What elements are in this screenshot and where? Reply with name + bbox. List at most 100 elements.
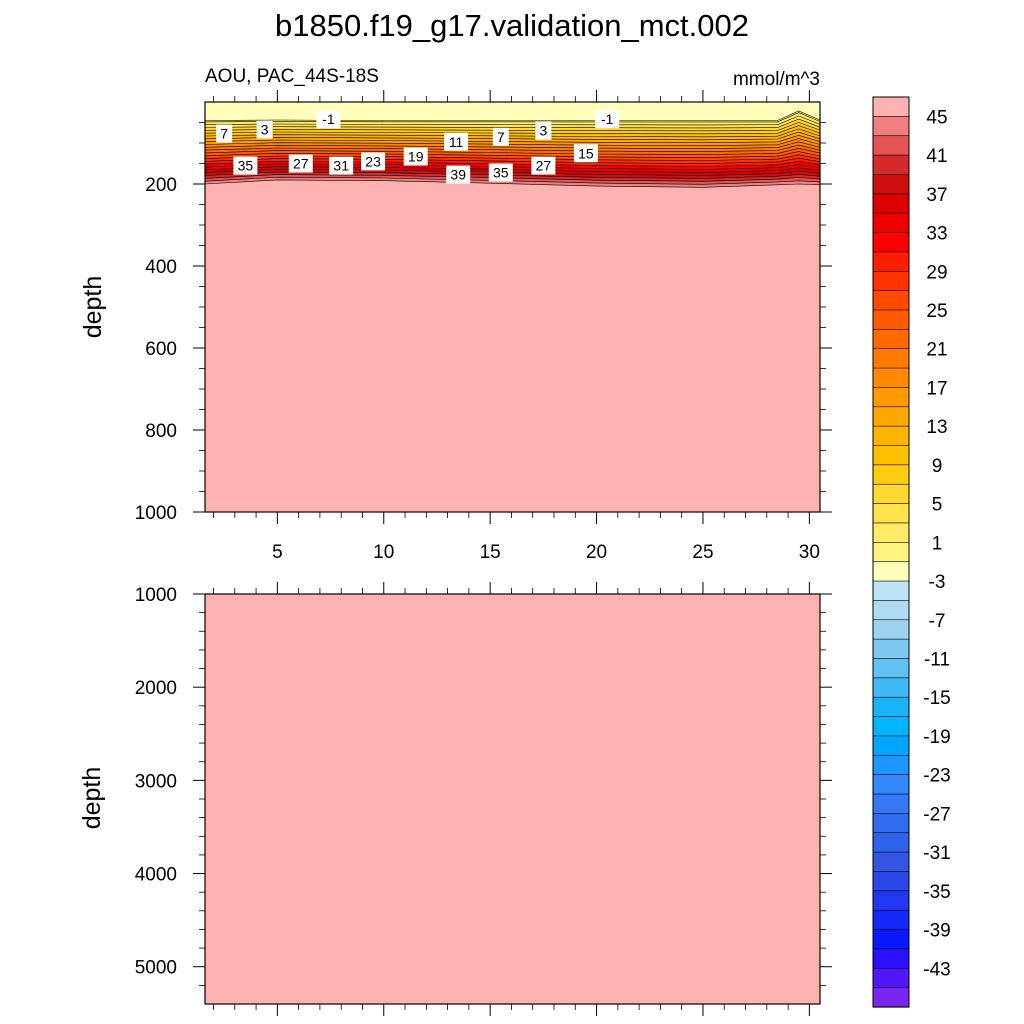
colorbar-swatch [872,561,910,582]
lower-panel: 1000 2000 3000 4000 5000 depth [78,582,832,1016]
colorbar-swatch [872,387,910,408]
contour-line [204,134,821,144]
x-tick-label: 25 [692,542,713,563]
contour-band [205,177,820,188]
contour-line [204,128,821,138]
colorbar-swatch [872,677,910,698]
upper-panel: AOU, PAC_44S-18S mmol/m^3 7 3-135 27 31 23 19… [79,66,832,563]
colorbar-swatch [872,967,910,989]
contour-band [205,138,820,149]
colorbar-frame [872,96,910,1008]
colorbar-tick-label: -19 [923,727,950,748]
contour-band [205,158,820,167]
contour-label: 31 [333,158,349,174]
lower-axis-ticks: 1000 2000 3000 4000 5000 [135,582,832,1016]
colorbar-tick-label: 45 [926,107,947,128]
lower-y-axis-label: depth [78,767,106,830]
colorbar: 45 41 37 33 29 25 21 17 13 9 5 1 -3 -7 -11 -15 -19 -23 -27… [872,96,951,1008]
contour-label: 27 [293,156,309,172]
colorbar-swatch [872,929,910,950]
contour-line [204,176,821,185]
colorbar-tick-label: -23 [923,766,950,787]
colorbar-swatch [872,503,910,524]
colorbar-swatch [872,754,910,776]
colorbar-swatch [872,193,910,214]
colorbar-swatch [872,696,910,718]
colorbar-swatch [872,580,910,601]
contour-band [205,135,820,146]
colorbar-swatch [872,948,910,969]
figure-title: b1850.f19_g17.validation_mct.002 [275,8,749,43]
colorbar-swatch [872,890,910,911]
x-tick-label: 20 [586,542,607,563]
contour-label-box [488,163,513,182]
colorbar-swatch [872,290,910,311]
colorbar-tick-label: 9 [932,456,943,477]
y-tick-label: 5000 [135,958,177,979]
contour-label-box [531,156,556,175]
colorbar-tick-label: 29 [926,262,947,283]
colorbar-swatch [872,522,910,543]
colorbar-swatch [872,232,910,253]
contour-label: 39 [450,167,466,183]
contour-label: 7 [497,129,505,145]
colorbar-swatch [872,329,910,350]
colorbar-swatch [872,638,910,660]
x-tick-label: 10 [373,542,394,563]
y-tick-label: 400 [145,257,177,278]
contour-label: 7 [220,126,228,142]
contour-label: 35 [493,165,509,181]
upper-axis-ticks: 5 10 15 20 25 30 200 400 600 800 1000 [135,90,832,563]
colorbar-tick-label: 33 [926,224,947,245]
colorbar-swatch [872,425,910,447]
colorbar-swatch [872,600,910,621]
colorbar-swatch [872,619,910,640]
y-tick-label: 1000 [135,503,177,524]
contour-line [204,160,821,167]
contour-label-box [216,124,233,143]
colorbar-swatch [872,464,910,485]
contour-label: 23 [365,153,381,169]
contour-line [204,174,821,182]
contour-label: 3 [540,123,548,139]
colorbar-swatch [872,871,910,892]
y-tick-label: 200 [145,175,177,196]
contour-band [205,141,820,152]
upper-contour-field [204,102,821,188]
upper-contour-labels: 7 3 -1 35 27 31 23 19 11 39 7 35 3 27 15 -1 [216,110,620,184]
colorbar-tick-label: 21 [926,340,947,361]
colorbar-tick-label: -27 [923,804,950,825]
colorbar-tick-label: -7 [929,611,946,632]
colorbar-tick-label: 37 [926,185,947,206]
colorbar-swatch [872,851,910,873]
contour-label-box [361,152,386,171]
y-tick-label: 1000 [135,585,177,606]
colorbar-swatch [872,658,910,679]
contour-label-box [446,165,471,184]
contour-label-box [444,132,469,151]
colorbar-swatch [872,909,910,931]
colorbar-tick-label: -43 [923,959,950,980]
colorbar-tick-label: 1 [932,533,943,554]
contour-label: 27 [536,158,552,174]
x-tick-label: 30 [799,542,820,563]
contour-label-box [256,120,273,139]
upper-panel-left-string: AOU, PAC_44S-18S [205,66,379,87]
colorbar-swatch [872,542,910,563]
negative-aou-band [205,102,820,121]
contour-line [204,163,821,170]
x-tick-label: 15 [480,542,501,563]
colorbar-tick-label: -39 [923,921,950,942]
contour-band [205,145,820,155]
contour-band [205,132,820,143]
colorbar-tick-label: -15 [923,688,950,709]
x-tick-label: 5 [272,542,283,563]
colorbar-swatch [872,174,910,195]
contour-line [204,168,821,176]
y-tick-label: 600 [145,339,177,360]
colorbar-tick-label: -31 [923,843,950,864]
lower-contour-field [205,594,820,1004]
colorbar-tick-label: -11 [924,650,950,671]
contour-label-box [595,110,620,129]
